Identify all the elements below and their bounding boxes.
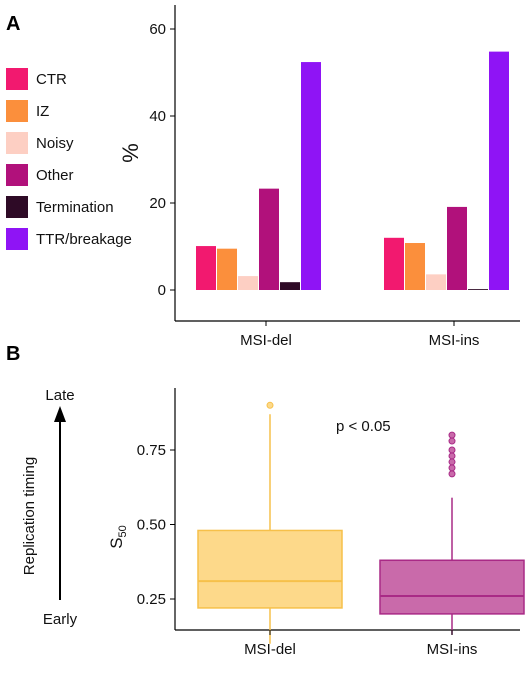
- bar-ctr-msi-ins: [384, 237, 404, 290]
- y-axis-title-b: S50: [107, 525, 129, 549]
- legend-swatch: [6, 100, 28, 122]
- y-tick-label-b: 0.25: [137, 591, 166, 608]
- y-tick-label-b: 0.50: [137, 517, 166, 534]
- legend-label: CTR: [36, 71, 67, 88]
- legend-label: IZ: [36, 103, 49, 120]
- y-axis-title-sub: 50: [117, 525, 129, 537]
- legend-label: Termination: [36, 199, 114, 216]
- legend-swatch: [6, 132, 28, 154]
- y-tick-label-a: 20: [149, 195, 166, 212]
- legend-a: CTR IZ Noisy Other Termination TTR/breakage: [6, 68, 132, 250]
- legend-swatch: [6, 68, 28, 90]
- bar-ttr-breakage-msi-del: [301, 62, 321, 291]
- bar-iz-msi-ins: [405, 243, 425, 290]
- outlier-msi-ins: [448, 464, 456, 472]
- y-tick-label-a: 0: [158, 282, 166, 299]
- bar-termination-msi-del: [280, 282, 300, 290]
- bar-other-msi-ins: [447, 206, 467, 290]
- outlier-msi-del: [266, 401, 274, 409]
- outlier-msi-ins: [448, 446, 456, 454]
- legend-swatch: [6, 228, 28, 250]
- legend-label: Other: [36, 167, 74, 184]
- bar-ttr-breakage-msi-ins: [489, 51, 509, 291]
- y-axis-title-main: S: [107, 537, 126, 548]
- bar-termination-msi-ins: [468, 289, 488, 290]
- outlier-msi-ins: [448, 437, 456, 445]
- box-plot-b: 0.25 0.50 0.75 S50 MSI-del MSI-ins p < 0.05: [107, 388, 525, 658]
- panel-label-b: B: [6, 343, 20, 365]
- y-tick-label-a: 60: [149, 21, 166, 38]
- outlier-msi-ins: [448, 452, 456, 460]
- timing-arrowhead-icon: [54, 406, 66, 422]
- bar-chart-a: 0 20 40 60% MSI-del MSI-ins: [118, 5, 520, 349]
- legend-swatch: [6, 164, 28, 186]
- x-tick-label-a: MSI-ins: [429, 332, 480, 349]
- p-value-annotation: p < 0.05: [336, 418, 391, 435]
- timing-axis-title: Replication timing: [21, 457, 38, 575]
- y-tick-label-a: 40: [149, 108, 166, 125]
- outlier-msi-ins: [448, 458, 456, 466]
- timing-late-label: Late: [45, 387, 74, 404]
- bar-noisy-msi-ins: [426, 274, 446, 290]
- bar-ctr-msi-del: [196, 246, 216, 290]
- replication-timing-axis: Late Early Replication timing: [21, 387, 78, 628]
- bar-other-msi-del: [259, 188, 279, 290]
- x-tick-label-b: MSI-ins: [427, 641, 478, 658]
- legend-label: Noisy: [36, 135, 74, 152]
- outlier-msi-ins: [448, 470, 456, 478]
- y-axis-title-a: %: [118, 143, 143, 163]
- legend-swatch: [6, 196, 28, 218]
- timing-early-label: Early: [43, 611, 78, 628]
- outlier-msi-ins: [448, 431, 456, 439]
- bar-noisy-msi-del: [238, 276, 258, 290]
- x-tick-label-b: MSI-del: [244, 641, 296, 658]
- legend-label: TTR/breakage: [36, 231, 132, 248]
- box-msi-del: [197, 529, 343, 609]
- x-tick-label-a: MSI-del: [240, 332, 292, 349]
- y-tick-label-b: 0.75: [137, 442, 166, 459]
- box-msi-ins: [379, 559, 525, 615]
- panel-label-a: A: [6, 13, 20, 35]
- bar-iz-msi-del: [217, 248, 237, 290]
